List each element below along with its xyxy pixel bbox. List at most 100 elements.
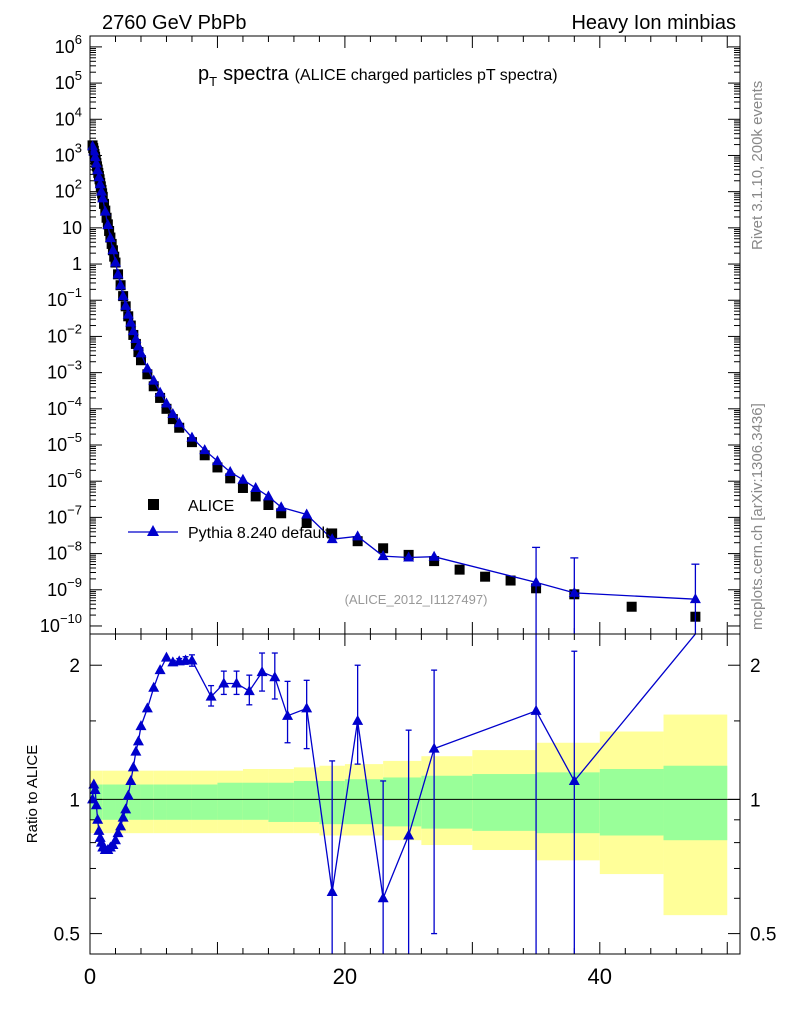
ratio-point	[125, 774, 137, 785]
ratio-point	[530, 704, 542, 715]
pythia-point	[224, 465, 236, 476]
band-green	[242, 782, 269, 820]
pythia-point	[262, 490, 274, 501]
ratio-point	[115, 820, 127, 831]
alice-point	[276, 508, 287, 519]
alice-point	[263, 500, 274, 511]
mcplots-label: mcplots.cern.ch [arXiv:1306.3436]	[749, 403, 766, 630]
ratio-point	[205, 690, 217, 701]
ratio-point	[154, 664, 166, 675]
alice-point	[250, 491, 261, 502]
alice-point	[155, 392, 166, 403]
ratio-point	[231, 677, 243, 688]
alice-point	[225, 473, 236, 484]
pythia-point	[107, 244, 119, 255]
y-tick-label: 10−7	[47, 502, 82, 527]
pythia-point	[122, 308, 134, 319]
title-word: spectra	[223, 63, 289, 85]
pythia-point	[186, 431, 198, 442]
ratio-point	[127, 761, 139, 772]
ratio-point	[109, 834, 121, 845]
alice-point	[212, 462, 223, 473]
ratio-point	[132, 735, 144, 746]
ratio-y-tick-label: 0.5	[54, 925, 80, 946]
main-plot-area: 10−10 10−9 10−8 10−7 10−6 10−5 10−4 10−3 10−2 10−…	[40, 32, 740, 636]
ratio-point	[428, 742, 440, 753]
header-right: Heavy Ion minbias	[571, 12, 736, 34]
chart-title: pT spectra (ALICE charged particles pT spe…	[198, 63, 558, 89]
ratio-point	[130, 745, 142, 756]
ratio-point	[403, 829, 415, 840]
x-tick-label: 20	[333, 964, 357, 989]
y-tick-label: 106	[55, 32, 82, 57]
band-green	[472, 774, 537, 831]
y-tick-label: 10−1	[47, 285, 82, 310]
ratio-point	[122, 789, 134, 800]
band-green	[102, 784, 116, 820]
pythia-point	[141, 362, 153, 373]
pythia-point	[352, 530, 364, 541]
pythia-point	[109, 256, 121, 267]
pythia-point	[92, 164, 104, 175]
legend-pythia-label: Pythia 8.240 default	[188, 525, 330, 542]
ratio-point	[326, 885, 338, 896]
main-panel: 10−10 10−9 10−8 10−7 10−6 10−5 10−4 10−3 10−2 10−…	[40, 32, 741, 636]
y-tick-label: 10−2	[47, 321, 82, 346]
ratio-point	[93, 824, 105, 835]
pythia-point	[125, 316, 137, 327]
ratio-y-tick-label-right: 0.5	[750, 925, 776, 946]
pythia-point	[102, 218, 114, 229]
pythia-point	[211, 455, 223, 466]
ratio-point	[141, 702, 153, 713]
alice-point	[429, 556, 440, 567]
x-tick-label: 0	[84, 964, 96, 989]
x-tick-label: 40	[588, 964, 612, 989]
pythia-point	[115, 279, 127, 290]
y-tick-label: 10	[62, 218, 82, 238]
y-tick-label: 103	[55, 140, 82, 165]
alice-point	[186, 437, 197, 448]
ratio-point	[135, 720, 147, 731]
pythia-point	[377, 550, 389, 561]
alice-point	[174, 422, 185, 433]
pythia-point	[99, 205, 111, 216]
pythia-point	[135, 347, 147, 358]
main-frame	[89, 35, 741, 635]
ratio-point	[186, 654, 198, 665]
ratio-y-tick-label-right: 2	[750, 656, 761, 677]
ratio-point	[95, 836, 107, 847]
ratio-point	[301, 702, 313, 713]
pythia-point	[148, 374, 160, 385]
ratio-panel: 0.5 0.51 12 20 20 40 Ratio to ALICE	[24, 633, 776, 989]
ratio-y-tick-label: 1	[69, 790, 80, 811]
pythia-point	[97, 192, 109, 203]
y-tick-label: 10−5	[47, 430, 82, 455]
legend: ALICE Pythia 8.240 default	[128, 498, 330, 542]
alice-point	[199, 450, 210, 461]
ratio-point	[218, 677, 230, 688]
pythia-point	[117, 290, 129, 301]
ratio-point	[243, 685, 255, 696]
pythia-point	[104, 232, 116, 243]
ratio-point	[148, 681, 160, 692]
pythia-point	[530, 576, 542, 587]
ratio-point	[90, 799, 102, 810]
alice-point	[237, 482, 248, 493]
y-tick-label: 10−8	[47, 539, 82, 564]
band-green	[128, 784, 141, 820]
pythia-point	[568, 586, 580, 597]
pythia-point	[120, 299, 132, 310]
pythia-point	[130, 332, 142, 343]
band-green	[344, 779, 384, 825]
pythia-point	[94, 178, 106, 189]
pythia-point	[689, 593, 701, 604]
pythia-point	[112, 268, 124, 279]
band-green	[383, 777, 422, 827]
y-tick-label: 104	[55, 104, 82, 129]
ratio-point	[282, 709, 294, 720]
title-note: (ALICE charged particles pT spectra)	[295, 67, 558, 84]
pythia-point	[403, 551, 415, 562]
title-p: p	[198, 63, 209, 85]
title-sub: T	[209, 74, 217, 89]
y-tick-label: 10−9	[47, 575, 82, 600]
